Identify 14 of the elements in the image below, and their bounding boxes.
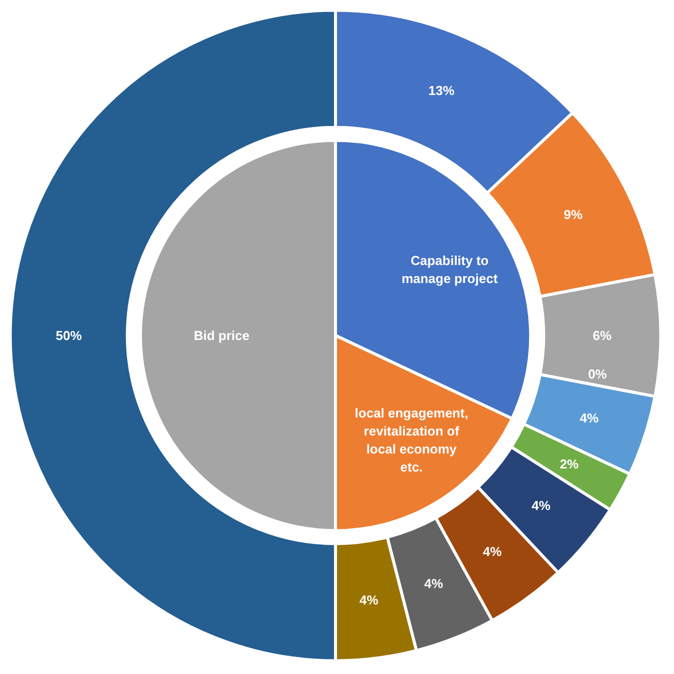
slice-label: Capability to manage project xyxy=(402,252,498,286)
data-label: 2% xyxy=(560,456,580,472)
slice-label: local engagement, revitalization of local economy etc. xyxy=(354,405,468,474)
data-label: 4% xyxy=(482,544,502,559)
data-label: 4% xyxy=(360,592,379,608)
data-label: 4% xyxy=(532,498,551,513)
slice-label: Bid price xyxy=(194,328,250,343)
text: 0% xyxy=(588,366,607,382)
data-label: 4% xyxy=(580,410,599,426)
data-label: 4% xyxy=(424,576,444,591)
data-label: 9% xyxy=(564,206,583,222)
data-label: 50% xyxy=(56,328,82,343)
data-label: 6% xyxy=(592,328,612,343)
data-label: 13% xyxy=(428,83,455,98)
